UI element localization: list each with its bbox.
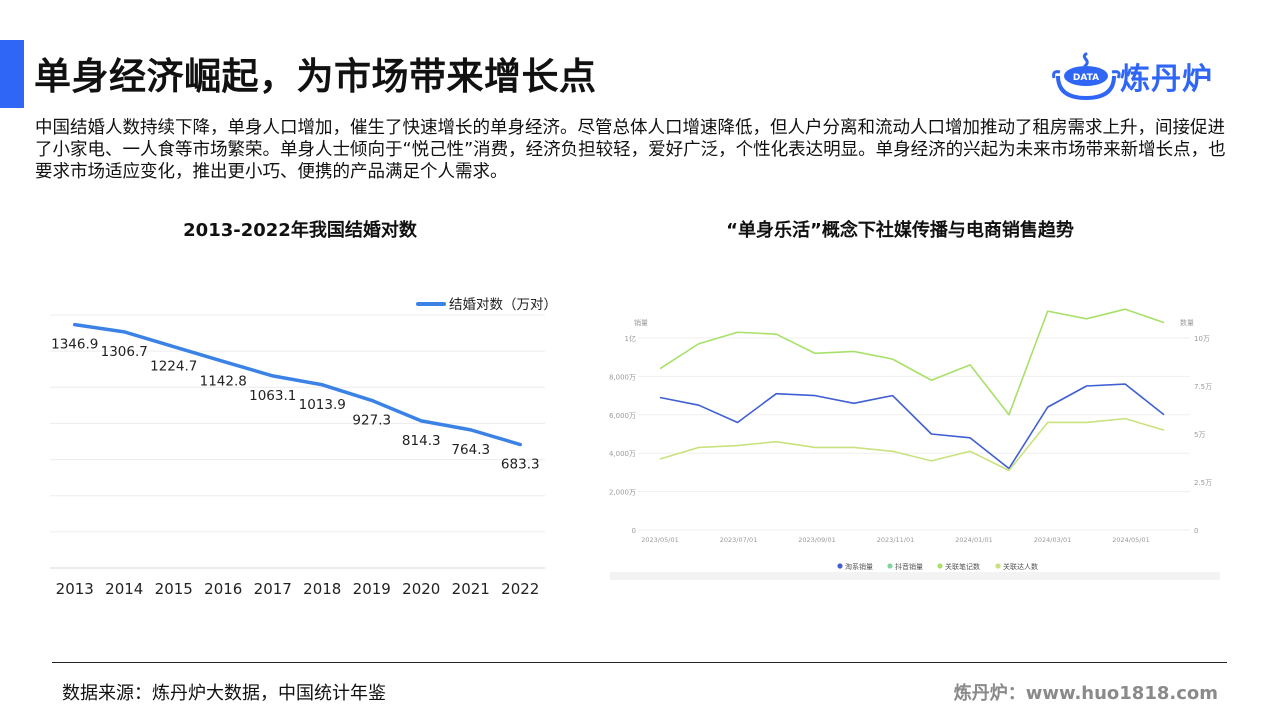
left-axis-title: 销量 xyxy=(634,318,648,327)
legend-swatch xyxy=(837,563,843,569)
data-label: 764.3 xyxy=(451,442,490,458)
trend-chart-title: “单身乐活”概念下社媒传播与电商销售趋势 xyxy=(726,220,1074,241)
footer-site: 炼丹炉：www.huo1818.com xyxy=(953,683,1218,704)
data-label: 1063.1 xyxy=(249,388,296,404)
legend-label: 关联达人数 xyxy=(1003,562,1038,571)
x-tick-label: 2017 xyxy=(254,580,292,598)
x-tick-label: 2023/11/01 xyxy=(877,536,914,544)
legend-label: 关联笔记数 xyxy=(945,562,980,571)
series-line xyxy=(659,308,1165,416)
right-axis-tick: 5万 xyxy=(1194,431,1205,439)
x-tick-label: 2013 xyxy=(56,580,94,598)
footer-divider xyxy=(52,662,1227,663)
legend-swatch xyxy=(887,563,893,569)
x-tick-label: 2024/01/01 xyxy=(955,536,992,544)
title-accent-bar xyxy=(0,40,24,108)
right-axis-tick: 0 xyxy=(1194,527,1198,535)
page-title: 单身经济崛起，为市场带来增长点 xyxy=(34,55,597,98)
cauldron-icon: DATA xyxy=(1052,52,1121,101)
x-tick-label: 2023/07/01 xyxy=(720,536,757,544)
data-label: 1306.7 xyxy=(101,344,148,360)
left-axis-tick: 0 xyxy=(632,527,636,535)
data-label: 683.3 xyxy=(501,457,540,473)
legend-label: 结婚对数（万对） xyxy=(449,297,557,313)
series-line xyxy=(659,383,1165,470)
data-label: 1142.8 xyxy=(200,373,247,389)
x-tick-label: 2021 xyxy=(452,580,490,598)
legend-label: 淘系销量 xyxy=(845,562,873,571)
left-axis-tick: 4,000万 xyxy=(609,450,636,458)
x-tick-label: 2016 xyxy=(204,580,242,598)
intro-paragraph: 中国结婚人数持续下降，单身人口增加，催生了快速增长的单身经济。尽管总体人口增速降… xyxy=(35,118,1226,182)
x-tick-label: 2023/09/01 xyxy=(798,536,835,544)
brand-logo: DATA 炼丹炉 xyxy=(1052,48,1242,104)
x-tick-label: 2023/05/01 xyxy=(641,536,678,544)
left-axis-tick: 1亿 xyxy=(625,334,636,343)
x-tick-label: 2024/05/01 xyxy=(1112,536,1149,544)
x-tick-label: 2020 xyxy=(402,580,440,598)
x-tick-label: 2019 xyxy=(353,580,391,598)
data-label: 1346.9 xyxy=(51,337,98,353)
left-axis-tick: 2,000万 xyxy=(609,489,636,497)
data-label: 927.3 xyxy=(352,412,391,428)
left-axis-tick: 8,000万 xyxy=(609,373,636,381)
chart-shadow xyxy=(610,572,1220,580)
data-label: 1224.7 xyxy=(150,359,197,375)
logo-text: 炼丹炉 xyxy=(1120,62,1213,97)
x-tick-label: 2022 xyxy=(501,580,539,598)
marriage-chart-title: 2013-2022年我国结婚对数 xyxy=(183,220,417,241)
trend-line-chart: 0 2,000万 4,000万 6,000万 8,000万 1亿 0 2.5万 5万 7.5万 10… xyxy=(609,308,1220,580)
data-label: 1013.9 xyxy=(299,397,346,413)
logo-badge: DATA xyxy=(1073,73,1099,83)
x-tick-label: 2015 xyxy=(155,580,193,598)
legend-swatch xyxy=(995,563,1001,569)
x-tick-label: 2018 xyxy=(303,580,341,598)
right-axis-tick: 7.5万 xyxy=(1194,383,1212,391)
series-line-marriages xyxy=(73,322,522,447)
series-line xyxy=(659,417,1165,472)
right-axis-tick: 10万 xyxy=(1194,335,1210,343)
legend-label: 抖音销量 xyxy=(895,562,923,571)
left-axis-tick: 6,000万 xyxy=(609,412,636,420)
data-label: 814.3 xyxy=(402,433,441,449)
data-source: 数据来源：炼丹炉大数据，中国统计年鉴 xyxy=(62,683,386,704)
right-axis-title: 数量 xyxy=(1180,318,1194,327)
right-axis-tick: 2.5万 xyxy=(1194,479,1212,487)
x-tick-label: 2014 xyxy=(105,580,143,598)
legend-swatch xyxy=(937,563,943,569)
x-tick-label: 2024/03/01 xyxy=(1034,536,1071,544)
